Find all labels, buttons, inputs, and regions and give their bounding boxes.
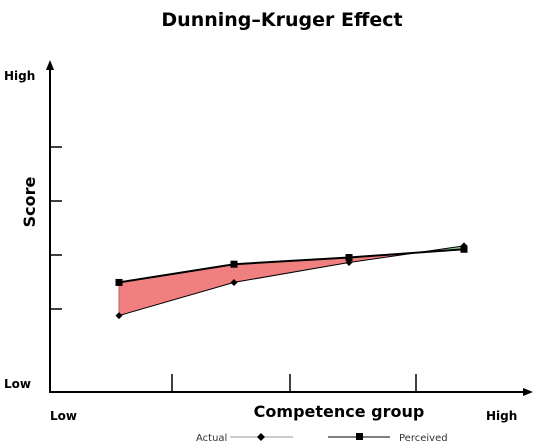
point-perceived-0 [115,278,123,286]
series-markers [115,242,468,320]
point-perceived-2 [345,254,353,262]
gap-fill-segment-0 [119,264,234,316]
point-perceived-1 [230,260,238,268]
legend-marker-actual [257,433,265,441]
x-high-label: High [486,409,517,423]
point-perceived-3 [460,245,468,253]
legend: Actual Perceived [196,433,448,444]
gap-fill-segment-1 [234,257,349,283]
y-axis-arrowhead [46,60,54,70]
x-low-label: Low [50,409,77,423]
axis-ticks [50,146,417,392]
series-line-perceived [118,248,465,284]
point-actual-0 [115,312,123,320]
legend-marker-perceived [356,433,363,440]
gap-fill-areas [118,245,464,316]
axes [46,60,533,396]
legend-label-actual: Actual [196,433,227,444]
series-lines [118,245,465,317]
y-axis-title: Score [20,176,39,227]
y-low-label: Low [4,377,31,391]
x-axis-arrowhead [523,388,533,396]
x-axis-title: Competence group [254,402,425,421]
chart-title: Dunning–Kruger Effect [161,9,402,31]
legend-label-perceived: Perceived [399,433,448,444]
point-actual-1 [230,278,238,286]
y-high-label: High [4,69,35,83]
